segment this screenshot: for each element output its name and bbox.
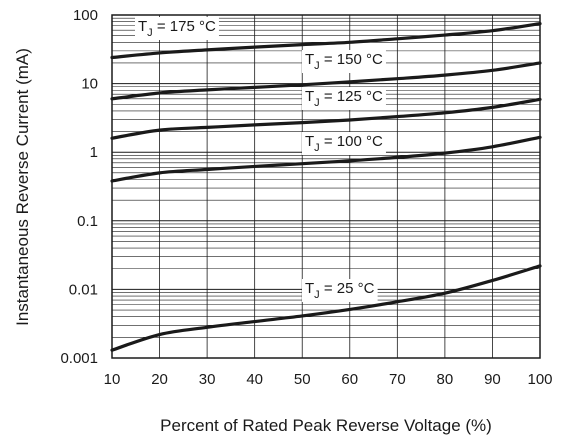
- series-label-suffix: = 25 °C: [320, 280, 375, 297]
- y-tick-label: 10: [81, 76, 98, 93]
- x-tick-label: 60: [341, 371, 358, 388]
- series-line-125c: [110, 97, 542, 140]
- y-axis-ticks: 0.001 0.01 0.1 1 10 100: [60, 7, 98, 367]
- series-label-text: TJ = 25 °C: [305, 280, 375, 301]
- series-line-150c: [110, 61, 542, 101]
- series-label-100c: TJ = 100 °C: [302, 132, 386, 155]
- series-label-subscript: J: [314, 289, 320, 301]
- series-label-prefix: T: [305, 51, 314, 68]
- y-tick-label: 0.1: [77, 213, 98, 230]
- x-axis-ticks: 10 20 30 40 50 60 70 80 90 100: [104, 371, 553, 388]
- y-axis-label: Instantaneous Reverse Current (mA): [13, 48, 32, 326]
- y-tick-label: 0.01: [69, 281, 98, 298]
- series-label-175c: TJ = 175 °C: [135, 17, 219, 40]
- x-tick-label: 50: [294, 371, 311, 388]
- series-line-25c: [110, 264, 542, 352]
- y-tick-label: 0.001: [60, 350, 98, 367]
- y-tick-label: 100: [73, 7, 98, 24]
- x-tick-label: 100: [527, 371, 552, 388]
- x-tick-label: 80: [437, 371, 454, 388]
- series-label-text: TJ = 100 °C: [305, 133, 383, 154]
- x-axis-label: Percent of Rated Peak Reverse Voltage (%…: [160, 416, 492, 435]
- series-label-text: TJ = 150 °C: [305, 51, 383, 72]
- series-label-background: [302, 132, 386, 155]
- series-label-prefix: T: [138, 18, 147, 35]
- data-series: [110, 21, 542, 352]
- series-label-suffix: = 150 °C: [320, 51, 383, 68]
- series-label-25c: TJ = 25 °C: [302, 279, 378, 302]
- series-label-prefix: T: [305, 133, 314, 150]
- series-label-background: [302, 50, 386, 73]
- series-label-prefix: T: [305, 88, 314, 105]
- x-tick-label: 10: [104, 371, 121, 388]
- series-label-subscript: J: [314, 60, 320, 72]
- series-label-suffix: = 100 °C: [320, 133, 383, 150]
- series-label-text: TJ = 175 °C: [138, 18, 216, 39]
- series-labels: TJ = 175 °CTJ = 150 °CTJ = 125 °CTJ = 10…: [135, 17, 386, 302]
- series-label-subscript: J: [147, 27, 153, 39]
- plot-frame: [111, 14, 541, 359]
- x-tick-label: 90: [484, 371, 501, 388]
- y-tick-label: 1: [90, 144, 98, 161]
- x-tick-label: 40: [246, 371, 263, 388]
- series-label-background: [135, 17, 219, 40]
- series-label-background: [302, 87, 386, 110]
- series-label-150c: TJ = 150 °C: [302, 50, 386, 73]
- series-label-suffix: = 175 °C: [153, 18, 216, 35]
- series-label-subscript: J: [314, 97, 320, 109]
- series-label-125c: TJ = 125 °C: [302, 87, 386, 110]
- series-label-background: [302, 279, 378, 302]
- series-label-suffix: = 125 °C: [320, 88, 383, 105]
- x-tick-label: 20: [151, 371, 168, 388]
- series-label-prefix: T: [305, 280, 314, 297]
- x-tick-label: 70: [389, 371, 406, 388]
- series-label-subscript: J: [314, 142, 320, 154]
- series-label-text: TJ = 125 °C: [305, 88, 383, 109]
- x-tick-label: 30: [199, 371, 216, 388]
- series-line-100c: [110, 135, 542, 183]
- series-line-175c: [110, 21, 542, 60]
